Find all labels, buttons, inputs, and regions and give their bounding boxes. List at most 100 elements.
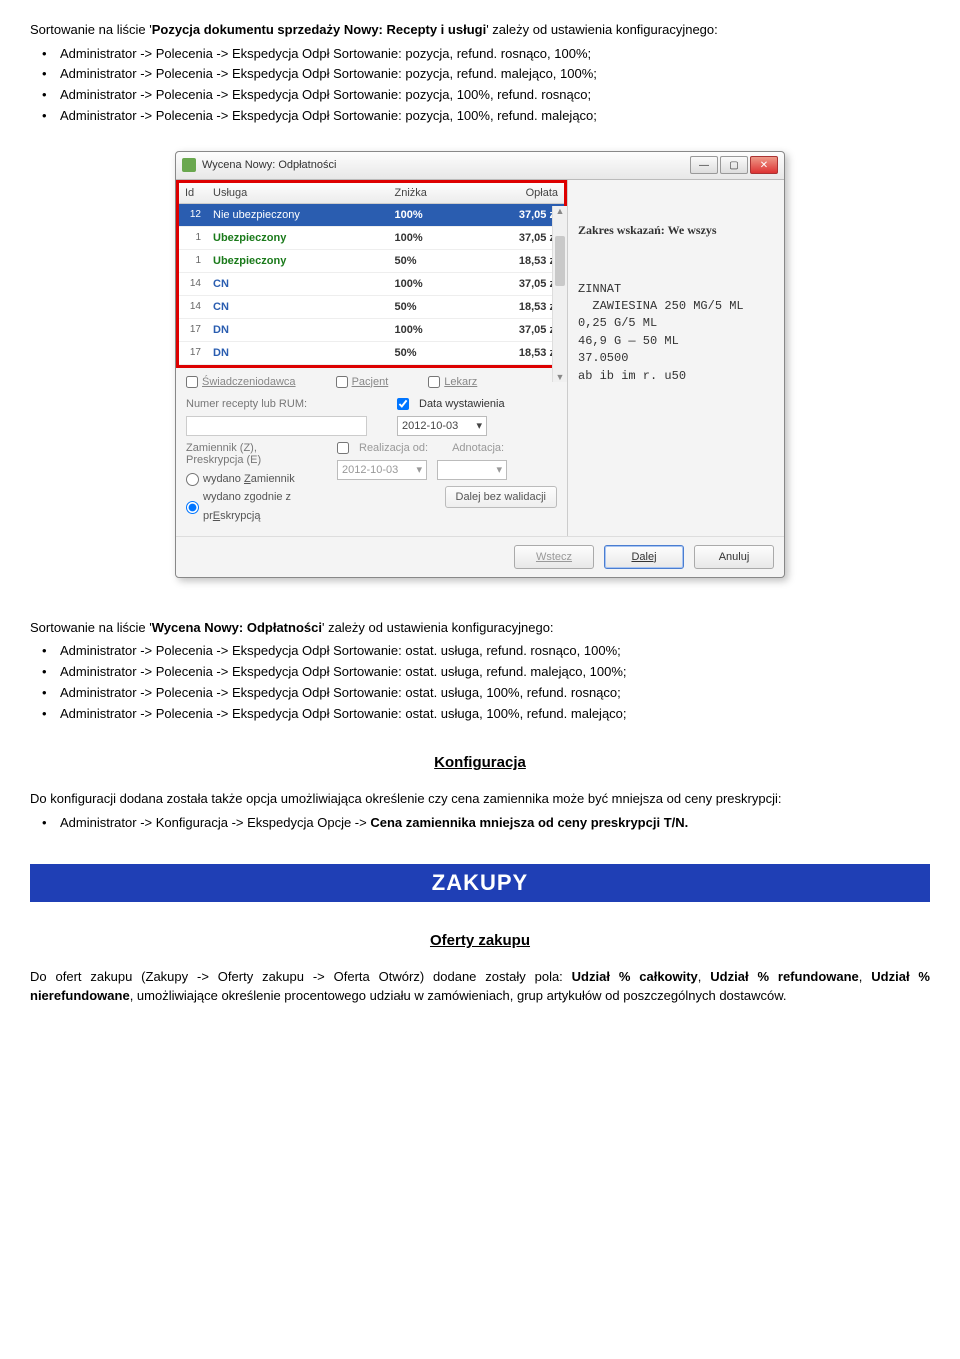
intro2-list: Administrator -> Polecenia -> Ekspedycja… <box>30 641 930 724</box>
cell-usluga: CN <box>207 272 389 295</box>
table-row[interactable]: 17DN50%18,53 zł <box>179 341 564 364</box>
cell-oplata: 37,05 zł <box>470 203 564 226</box>
intro2-paragraph: Sortowanie na liście 'Wycena Nowy: Odpła… <box>30 618 930 638</box>
right-pane: Zakres wskazań: We wszys ZINNAT ZAWIESIN… <box>568 180 784 536</box>
app-icon <box>182 158 196 172</box>
pricing-table: Id Usługa Zniżka Opłata 12Nie ubezpieczo… <box>179 183 564 365</box>
dropdown-icon: ▾ <box>496 463 502 476</box>
table-row[interactable]: 14CN100%37,05 zł <box>179 272 564 295</box>
cell-oplata: 37,05 zł <box>470 272 564 295</box>
zamiennik-label: Zamiennik (Z), Preskrypcja (E) <box>186 442 307 466</box>
cell-znizka: 100% <box>389 318 471 341</box>
anuluj-button[interactable]: Anuluj <box>694 545 774 569</box>
scroll-arrow-down-icon[interactable]: ▼ <box>553 372 567 382</box>
cell-id: 14 <box>179 272 207 295</box>
col-znizka[interactable]: Zniżka <box>389 183 471 204</box>
scrollbar[interactable]: ▲ ▼ <box>552 206 567 382</box>
konfiguracja-list: Administrator -> Konfiguracja -> Ekspedy… <box>30 813 930 834</box>
checkbox[interactable] <box>336 376 348 388</box>
konf-bullet-bold: Cena zamiennika mniejsza od ceny preskry… <box>370 815 688 830</box>
check-pacjent[interactable]: Pacjent <box>336 376 389 388</box>
checkbox[interactable] <box>428 376 440 388</box>
close-button[interactable]: ✕ <box>750 156 778 174</box>
cell-oplata: 18,53 zł <box>470 295 564 318</box>
table-row[interactable]: 12Nie ubezpieczony100%37,05 zł <box>179 203 564 226</box>
cell-oplata: 37,05 zł <box>470 226 564 249</box>
intro1-lead: Sortowanie na liście ' <box>30 22 152 37</box>
oferty-heading: Oferty zakupu <box>30 932 930 949</box>
cell-znizka: 100% <box>389 203 471 226</box>
dialog-window: Wycena Nowy: Odpłatności — ▢ ✕ Id Usługa… <box>175 151 785 578</box>
table-row[interactable]: 1Ubezpieczony50%18,53 zł <box>179 249 564 272</box>
data-wyst-field[interactable]: 2012-10-03▾ <box>397 416 487 436</box>
realiz-check[interactable] <box>337 442 349 454</box>
data-wyst-check[interactable] <box>397 398 409 410</box>
maximize-button[interactable]: ▢ <box>720 156 748 174</box>
radio-preskrypcja[interactable]: wydano zgodnie z prEskrypcją <box>186 488 307 525</box>
cell-oplata: 18,53 zł <box>470 249 564 272</box>
wstecz-button[interactable]: Wstecz <box>514 545 594 569</box>
cell-znizka: 100% <box>389 272 471 295</box>
numer-label: Numer recepty lub RUM: <box>186 398 307 410</box>
intro2-lead: Sortowanie na liście ' <box>30 620 152 635</box>
table-row[interactable]: 17DN100%37,05 zł <box>179 318 564 341</box>
check-swiad[interactable]: Świadczeniodawca <box>186 376 296 388</box>
cell-oplata: 18,53 zł <box>470 341 564 364</box>
check-lekarz[interactable]: Lekarz <box>428 376 477 388</box>
cell-id: 14 <box>179 295 207 318</box>
list-item: Administrator -> Polecenia -> Ekspedycja… <box>60 64 930 85</box>
minimize-button[interactable]: — <box>690 156 718 174</box>
dropdown-icon: ▾ <box>416 463 422 476</box>
data-wyst-label: Data wystawienia <box>419 398 505 410</box>
list-item: Administrator -> Polecenia -> Ekspedycja… <box>60 683 930 704</box>
cell-usluga: DN <box>207 318 389 341</box>
dalej-button[interactable]: Dalej <box>604 545 684 569</box>
cell-usluga: DN <box>207 341 389 364</box>
realiz-field[interactable]: 2012-10-03▾ <box>337 460 427 480</box>
konf-bullet-pre: Administrator -> Konfiguracja -> Ekspedy… <box>60 815 370 830</box>
list-item: Administrator -> Polecenia -> Ekspedycja… <box>60 44 930 65</box>
list-item: Administrator -> Konfiguracja -> Ekspedy… <box>60 813 930 834</box>
cell-znizka: 50% <box>389 341 471 364</box>
cell-znizka: 50% <box>389 249 471 272</box>
button-row: Wstecz Dalej Anuluj <box>176 536 784 577</box>
radio-zamiennik[interactable]: wydano Zamiennik <box>186 470 307 489</box>
cell-znizka: 100% <box>389 226 471 249</box>
window-title: Wycena Nowy: Odpłatności <box>202 159 336 171</box>
table-row[interactable]: 1Ubezpieczony100%37,05 zł <box>179 226 564 249</box>
checkbox[interactable] <box>186 376 198 388</box>
col-id[interactable]: Id <box>179 183 207 204</box>
table-highlight: Id Usługa Zniżka Opłata 12Nie ubezpieczo… <box>176 180 567 368</box>
cell-usluga: Nie ubezpieczony <box>207 203 389 226</box>
list-item: Administrator -> Polecenia -> Ekspedycja… <box>60 106 930 127</box>
cell-usluga: Ubezpieczony <box>207 249 389 272</box>
oferty-paragraph: Do ofert zakupu (Zakupy -> Oferty zakupu… <box>30 967 930 1006</box>
cell-oplata: 37,05 zł <box>470 318 564 341</box>
list-item: Administrator -> Polecenia -> Ekspedycja… <box>60 662 930 683</box>
adnot-label: Adnotacja: <box>452 442 504 454</box>
col-oplata[interactable]: Opłata <box>470 183 564 204</box>
list-item: Administrator -> Polecenia -> Ekspedycja… <box>60 704 930 725</box>
left-pane: Id Usługa Zniżka Opłata 12Nie ubezpieczo… <box>176 180 568 536</box>
intro2-bold: Wycena Nowy: Odpłatności <box>152 620 322 635</box>
cell-usluga: CN <box>207 295 389 318</box>
cell-usluga: Ubezpieczony <box>207 226 389 249</box>
intro1-tail: ' zależy od ustawienia konfiguracyjnego: <box>486 22 718 37</box>
col-usluga[interactable]: Usługa <box>207 183 389 204</box>
intro2-tail: ' zależy od ustawienia konfiguracyjnego: <box>322 620 554 635</box>
cell-znizka: 50% <box>389 295 471 318</box>
scroll-thumb[interactable] <box>555 236 565 286</box>
numer-input[interactable] <box>186 416 367 436</box>
dalej-bez-walidacji-button[interactable]: Dalej bez walidacji <box>445 486 558 508</box>
table-row[interactable]: 14CN50%18,53 zł <box>179 295 564 318</box>
konfiguracja-text: Do konfiguracji dodana została także opc… <box>30 789 930 809</box>
intro1-bold: Pozycja dokumentu sprzedaży Nowy: Recept… <box>152 22 486 37</box>
list-item: Administrator -> Polecenia -> Ekspedycja… <box>60 85 930 106</box>
konfiguracja-heading: Konfiguracja <box>30 754 930 771</box>
scroll-arrow-up-icon[interactable]: ▲ <box>553 206 567 216</box>
titlebar: Wycena Nowy: Odpłatności — ▢ ✕ <box>176 152 784 180</box>
realiz-label: Realizacja od: <box>359 442 428 454</box>
right-header: Zakres wskazań: We wszys <box>578 222 774 239</box>
adnot-field[interactable]: ▾ <box>437 460 507 480</box>
list-item: Administrator -> Polecenia -> Ekspedycja… <box>60 641 930 662</box>
